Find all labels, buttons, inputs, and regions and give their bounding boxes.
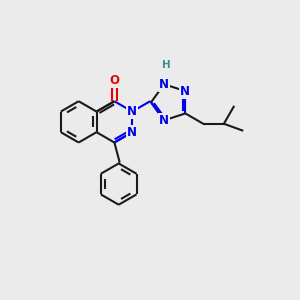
Text: O: O [110, 74, 119, 87]
Text: N: N [127, 105, 137, 118]
Text: N: N [180, 85, 190, 98]
Text: N: N [159, 114, 169, 127]
Text: N: N [127, 126, 137, 139]
Text: H: H [162, 60, 170, 70]
Text: N: N [159, 78, 169, 91]
